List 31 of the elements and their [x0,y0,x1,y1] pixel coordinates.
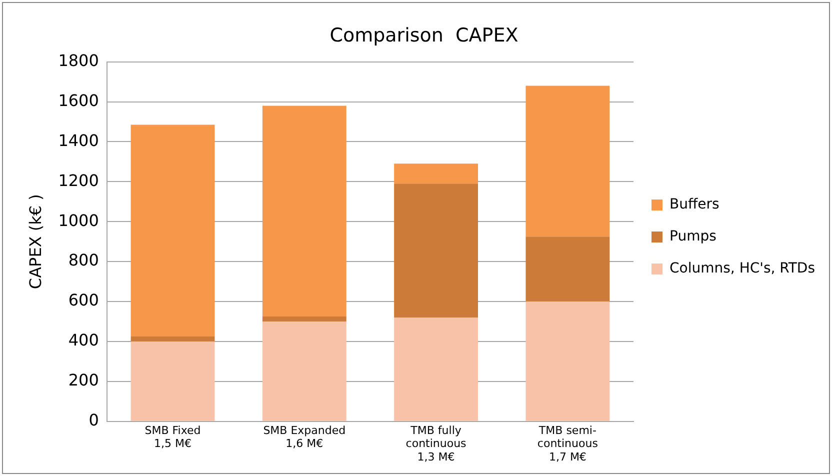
y-tick-label: 1000 [58,210,99,230]
legend-label: Pumps [670,228,716,245]
x-tick-label: SMB Fixed 1,5 M€ [144,424,201,450]
y-tick-label: 800 [68,250,99,270]
x-tick-label: TMB semi- continuous 1,7 M€ [537,424,598,464]
bar [262,106,346,317]
x-tick-label: TMB fully continuous 1,3 M€ [406,424,467,464]
y-tick-label: 200 [68,370,99,390]
bar [526,236,610,302]
bar [526,302,610,421]
y-tick-label: 0 [88,410,99,430]
bar [394,318,478,421]
y-tick-label: 1800 [58,50,99,70]
bar [262,316,346,322]
x-tick-label: SMB Expanded 1,6 M€ [263,424,346,450]
y-tick-label: 1600 [58,90,99,110]
chart-title: Comparison CAPEX [330,24,518,46]
legend-label: Buffers [670,196,720,213]
bar [262,322,346,421]
bar [130,341,215,421]
bar [526,86,610,237]
y-tick-label: 1400 [58,130,99,150]
bar [394,164,478,184]
bar [394,184,478,318]
y-tick-label: 1200 [58,170,99,190]
y-axis-title: CAPEX (k€ ) [26,194,45,290]
y-tick-label: 400 [68,330,99,350]
y-tick-label: 600 [68,290,99,310]
bar [130,336,215,342]
bar [130,124,215,336]
legend-label: Columns, HC's, RTDs [670,260,816,277]
